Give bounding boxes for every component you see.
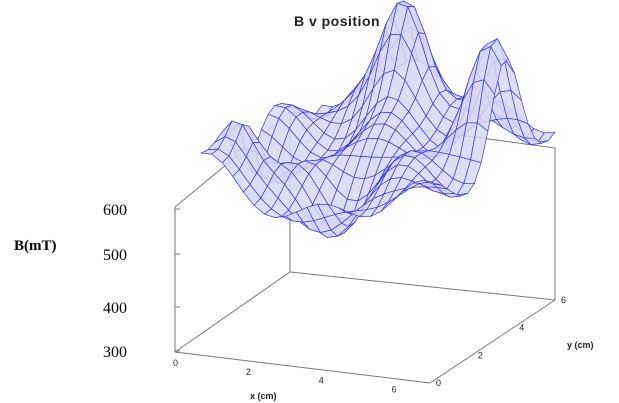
- y-tick-label: 0: [436, 378, 441, 388]
- z-axis-ticks: 300 400 500 600: [103, 202, 180, 361]
- y-tick-label: 4: [519, 323, 524, 333]
- x-axis-ticks: 0 2 4 6: [173, 358, 397, 395]
- floor-right-edge: [429, 299, 556, 384]
- z-tick-label: 500: [103, 247, 127, 264]
- z-tick-label: 400: [103, 300, 127, 317]
- z-axis-label: B(mT): [14, 238, 57, 254]
- y-axis-ticks: 0 2 4 6: [436, 295, 566, 388]
- floor-front-edge: [174, 351, 431, 384]
- x-tick-label: 2: [246, 367, 251, 377]
- surface-mesh: [199, 0, 556, 238]
- chart-title: B v position: [294, 13, 380, 29]
- z-tick-label: 600: [103, 202, 127, 219]
- y-tick-label: 2: [478, 350, 483, 360]
- surface-facet: [423, 179, 442, 186]
- y-tick-label: 6: [561, 295, 566, 305]
- z-tick-label: 300: [103, 344, 127, 361]
- x-tick-label: 4: [319, 376, 324, 386]
- x-axis-label: x (cm): [250, 391, 277, 401]
- x-tick-label: 0: [173, 358, 178, 368]
- y-axis-label: y (cm): [567, 340, 594, 350]
- x-tick-label: 6: [392, 385, 397, 395]
